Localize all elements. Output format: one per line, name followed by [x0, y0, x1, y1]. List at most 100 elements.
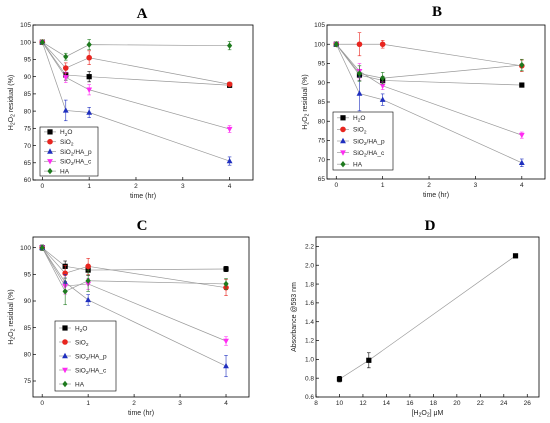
series-line [339, 255, 516, 380]
chart-panel-c: C 75 80 85 90 95 100 0 1 2 3 4 time (hr) H2O2 residua… [8, 218, 250, 417]
series-line [336, 44, 522, 79]
series-line [336, 44, 522, 136]
y-tick-label: 0.8 [305, 375, 314, 382]
series-sio2-ha-c [39, 40, 233, 133]
data-point [379, 83, 386, 90]
panel-title: B [432, 4, 442, 20]
plot-frame [32, 236, 250, 398]
x-tick-label: 0 [334, 182, 338, 189]
series-line [41, 247, 227, 271]
x-tick-label: 18 [430, 400, 438, 407]
series-h2o [39, 39, 233, 88]
x-tick-label: 14 [383, 400, 391, 407]
chart-panel-d: D 0.6 0.8 1.0 1.2 1.4 1.6 1.8 2.0 2.2 8 10 12 14 16 18 2… [291, 218, 540, 419]
legend-marker [47, 148, 53, 154]
y-tick-label: 90 [24, 298, 32, 305]
x-tick-label: 22 [477, 400, 485, 407]
legend-marker [47, 159, 53, 165]
x-tick-label: 24 [500, 400, 508, 407]
series-sio2 [333, 32, 525, 72]
data-point [223, 266, 229, 272]
legend-label: HA [60, 168, 70, 175]
x-tick-label: 1 [381, 182, 385, 189]
series-line [41, 247, 227, 367]
series-line [336, 43, 522, 67]
chart-panel-a: A 60 65 70 75 80 85 90 95 100 105 0 1 2 3 4 time (hr) H2O… [8, 6, 254, 200]
y-tick-label: 95 [24, 272, 32, 279]
x-axis-title: time (hr) [128, 410, 154, 417]
x-tick-label: 26 [524, 400, 532, 407]
y-tick-label: 2.2 [305, 244, 314, 251]
data-point [223, 362, 229, 369]
legend-label: SiO2/HA_c [60, 159, 92, 168]
data-point [62, 270, 68, 277]
y-tick-label: 80 [318, 118, 326, 125]
x-tick-label: 1 [86, 400, 90, 407]
legend-label: SiO2/HA_c [75, 367, 107, 376]
y-tick-label: 1.6 [305, 300, 314, 307]
data-point [226, 42, 233, 49]
series-h2o [39, 244, 229, 276]
y-tick-label: 80 [24, 108, 32, 115]
x-tick-label: 1 [87, 183, 91, 190]
legend-marker [340, 137, 346, 144]
x-tick-label: 16 [406, 400, 414, 407]
plot-frame [315, 236, 540, 398]
series-line [335, 44, 522, 86]
data-point [518, 132, 525, 139]
series-line [42, 41, 230, 85]
y-tick-label: 75 [24, 126, 32, 133]
y-tick-label: 75 [24, 378, 32, 385]
data-point [85, 263, 91, 270]
series-line [41, 247, 227, 342]
series-ha [39, 244, 229, 306]
data-point [62, 288, 68, 295]
y-tick-label: 90 [318, 80, 326, 87]
y-tick-label: 95 [24, 57, 32, 64]
legend-marker [62, 339, 68, 345]
series-line [41, 247, 227, 289]
series-ha [39, 39, 233, 61]
legend-marker [47, 167, 53, 175]
data-point [86, 87, 93, 93]
x-tick-label: 10 [336, 400, 344, 407]
legend-marker [62, 325, 68, 331]
series-line [42, 41, 230, 58]
legend-label: SiO2/HA_p [75, 353, 107, 362]
legend-label: SiO2 [353, 127, 367, 136]
panel-title: C [137, 218, 148, 234]
data-point [519, 82, 525, 88]
chart-panel-b: B 65 70 75 80 85 90 95 100 105 0 1 2 3 4 time (hr) H2O2 … [302, 4, 546, 199]
x-tick-label: 4 [520, 182, 524, 189]
series-line [42, 42, 230, 130]
y-tick-label: 100 [20, 39, 31, 46]
legend-label: SiO2 [60, 139, 74, 148]
legend-label: H2O [60, 129, 72, 138]
x-tick-label: 4 [228, 183, 232, 190]
x-tick-label: 3 [181, 183, 185, 190]
legend-marker [340, 161, 346, 168]
x-tick-label: 20 [453, 400, 461, 407]
data-point [62, 75, 69, 81]
data-point [223, 338, 229, 345]
y-tick-label: 80 [24, 352, 32, 359]
x-tick-label: 4 [224, 400, 228, 407]
y-tick-label: 1.0 [305, 357, 314, 364]
x-tick-label: 8 [314, 400, 318, 407]
data-point [518, 159, 525, 166]
legend: H2O SiO2 SiO2/HA_p SiO2/HA_c HA [54, 320, 117, 392]
x-axis-title: time (hr) [130, 193, 156, 200]
y-tick-label: 70 [318, 157, 326, 164]
series-sio2 [39, 244, 229, 296]
legend-marker [340, 150, 346, 156]
y-tick-label: 65 [24, 160, 32, 167]
legend-label: SiO2 [75, 339, 89, 348]
legend-label: HA [75, 381, 85, 388]
series-line [41, 247, 227, 292]
legend-label: H2O [75, 325, 87, 334]
x-tick-label: 12 [359, 400, 367, 407]
data-point [333, 41, 339, 48]
y-tick-label: 1.8 [305, 281, 314, 288]
